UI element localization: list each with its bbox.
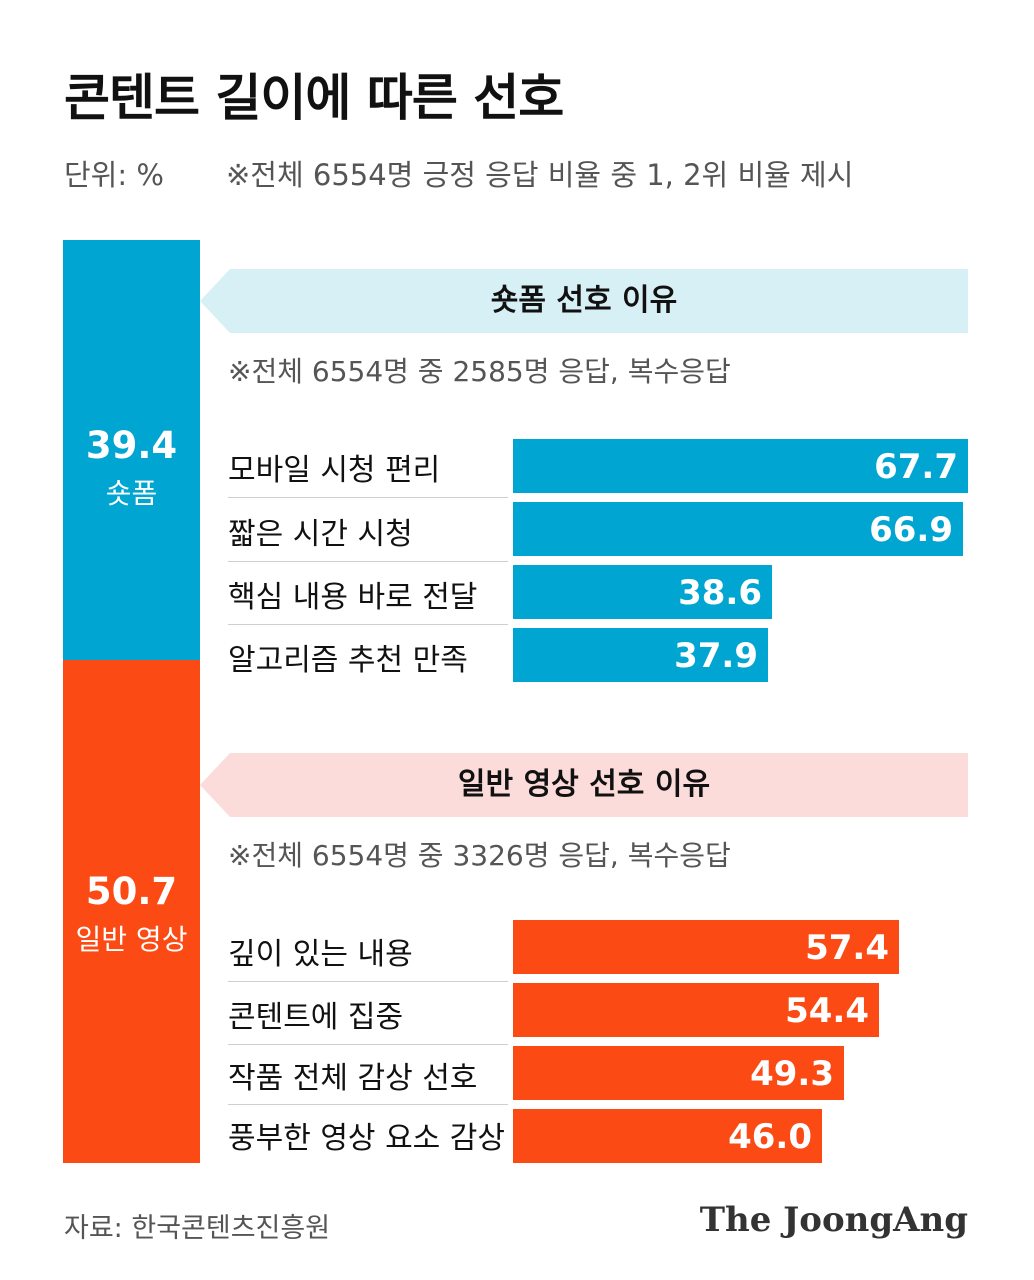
long-reason-value-4: 46.0: [728, 1117, 812, 1157]
overall-short-form-value: 39.4: [85, 424, 178, 467]
publisher-logo: The JoongAng: [699, 1200, 968, 1240]
overall-short-form-label: 숏폼: [105, 477, 158, 510]
row-divider: [228, 981, 508, 982]
survey-note: ※전체 6554명 긍정 응답 비율 중 1, 2위 비율 제시: [226, 158, 854, 192]
banner-arrow-long: [200, 753, 968, 817]
overall-long-form-value: 50.7: [85, 870, 178, 913]
banner-arrow-short: [200, 269, 968, 333]
long-reason-value-1: 57.4: [805, 928, 889, 968]
long-reason-bar-2: [513, 983, 879, 1037]
short-form-sample-note: ※전체 6554명 중 2585명 응답, 복수응답: [228, 355, 731, 388]
chart-title: 콘텐트 길이에 따른 선호: [64, 69, 564, 127]
overall-long-form-label: 일반 영상: [75, 923, 188, 956]
long-reason-bar-1: [513, 920, 899, 974]
short-reason-bar-1: [513, 439, 968, 493]
long-form-reasons-banner: 일반 영상 선호 이유: [200, 753, 968, 817]
short-reason-bar-3: [513, 565, 772, 619]
short-form-reasons-heading: 숏폼 선호 이유: [490, 283, 678, 318]
short-form-reasons-banner: 숏폼 선호 이유: [200, 269, 968, 333]
long-reason-label-4: 풍부한 영상 요소 감상: [228, 1121, 506, 1156]
source-credit: 자료: 한국콘텐츠진흥원: [64, 1213, 331, 1244]
row-divider: [228, 561, 508, 562]
row-divider: [228, 1044, 508, 1045]
short-reason-label-1: 모바일 시청 편리: [228, 453, 441, 488]
short-reason-value-2: 66.9: [869, 510, 953, 550]
short-reason-label-4: 알고리즘 추천 만족: [228, 643, 468, 678]
long-form-sample-note: ※전체 6554명 중 3326명 응답, 복수응답: [228, 839, 731, 872]
row-divider: [228, 1104, 508, 1105]
short-reason-bar-2: [513, 502, 963, 556]
overall-short-form-bar: 39.4 숏폼: [63, 240, 200, 660]
row-divider: [228, 497, 508, 498]
long-reason-label-3: 작품 전체 감상 선호: [228, 1061, 478, 1096]
row-divider: [228, 624, 508, 625]
unit-label: 단위: %: [64, 158, 164, 192]
long-reason-value-2: 54.4: [785, 991, 869, 1031]
short-reason-label-3: 핵심 내용 바로 전달: [228, 580, 478, 615]
short-reason-bar-4: [513, 628, 768, 682]
short-reason-value-1: 67.7: [874, 447, 958, 487]
long-reason-bar-4: [513, 1109, 822, 1163]
long-reason-label-2: 콘텐트에 집중: [228, 1000, 404, 1035]
short-reason-value-3: 38.6: [678, 573, 762, 613]
long-reason-label-1: 깊이 있는 내용: [228, 937, 413, 972]
overall-long-form-bar: 50.7 일반 영상: [63, 660, 200, 1163]
long-reason-value-3: 49.3: [750, 1054, 834, 1094]
long-reason-bar-3: [513, 1046, 844, 1100]
long-form-reasons-heading: 일반 영상 선호 이유: [457, 767, 711, 802]
short-reason-value-4: 37.9: [674, 636, 758, 676]
short-reason-label-2: 짧은 시간 시청: [228, 517, 413, 552]
